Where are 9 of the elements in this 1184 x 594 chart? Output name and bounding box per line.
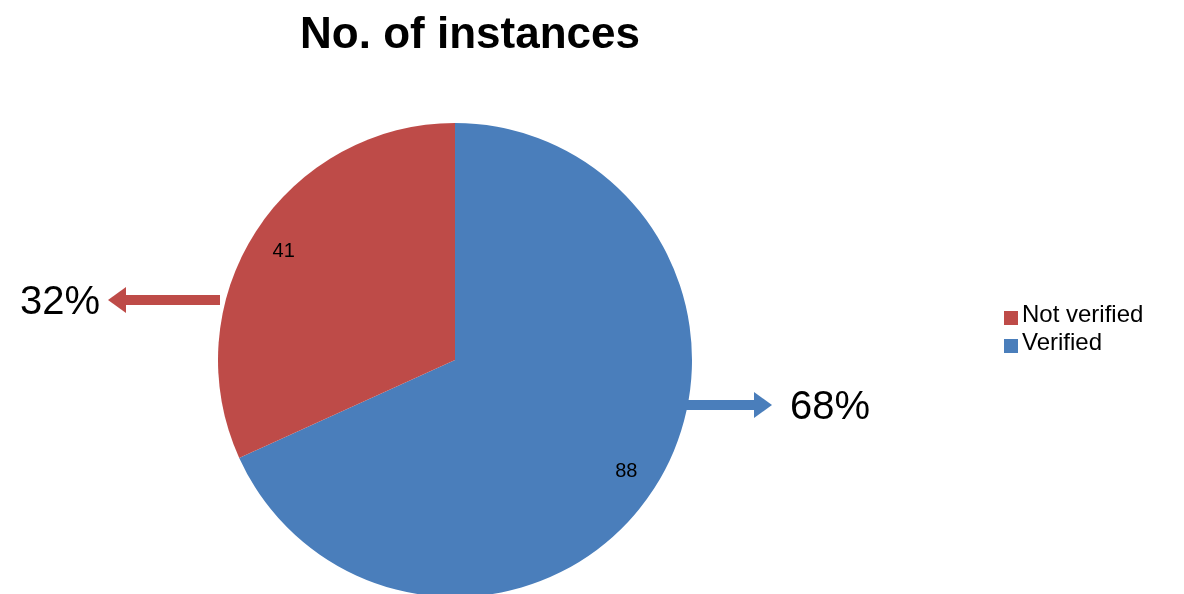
legend-label: Verified xyxy=(1022,328,1103,355)
pie-slice xyxy=(218,123,455,458)
pie-slice xyxy=(239,123,692,594)
text: 68% xyxy=(790,383,871,427)
legend-label: Not verified xyxy=(1022,300,1144,327)
chart-title: No. of instances xyxy=(299,8,641,58)
text: 32% xyxy=(19,278,100,322)
data-label: 41 xyxy=(272,238,295,261)
data-label: 88 xyxy=(615,459,638,482)
